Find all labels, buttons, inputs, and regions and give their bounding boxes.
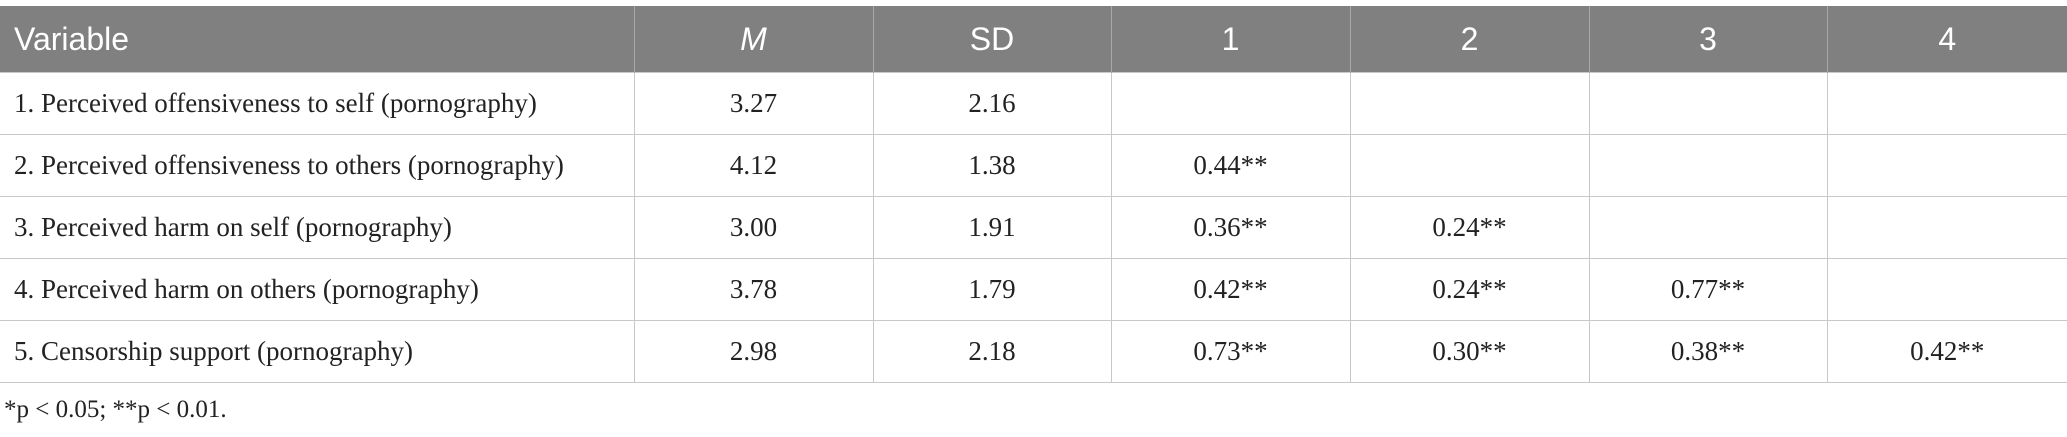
value-cell: 2.18 xyxy=(872,320,1112,383)
value-cell: 0.30** xyxy=(1349,320,1590,383)
variable-cell: 3. Perceived harm on self (pornography) xyxy=(0,196,635,259)
empty-cell xyxy=(1826,134,2067,197)
value-cell: 0.44** xyxy=(1110,134,1351,197)
value-cell: 0.73** xyxy=(1110,320,1351,383)
value-cell: 2.16 xyxy=(872,72,1112,135)
header-cell: 3 xyxy=(1589,6,1828,73)
table-body: 1. Perceived offensiveness to self (porn… xyxy=(0,72,2067,383)
value-cell: 0.38** xyxy=(1588,320,1828,383)
empty-cell xyxy=(1110,72,1351,135)
empty-cell xyxy=(1349,134,1590,197)
table-row: 1. Perceived offensiveness to self (porn… xyxy=(0,72,2067,135)
empty-cell xyxy=(1826,196,2067,259)
empty-cell xyxy=(1826,258,2067,321)
header-cell: M xyxy=(634,6,874,73)
header-cell: SD xyxy=(873,6,1112,73)
variable-cell: 2. Perceived offensiveness to others (po… xyxy=(0,134,635,197)
header-cell: Variable xyxy=(0,6,635,73)
variable-cell: 4. Perceived harm on others (pornography… xyxy=(0,258,635,321)
value-cell: 3.78 xyxy=(633,258,874,321)
table-row: 4. Perceived harm on others (pornography… xyxy=(0,258,2067,321)
table-row: 2. Perceived offensiveness to others (po… xyxy=(0,134,2067,197)
correlation-table: Variable M SD 1 2 3 4 1. Perceived offensivene… xyxy=(0,6,2067,383)
empty-cell xyxy=(1349,72,1590,135)
variable-cell: 1. Perceived offensiveness to self (porn… xyxy=(0,72,635,135)
value-cell: 1.91 xyxy=(872,196,1112,259)
header-cell: 4 xyxy=(1827,6,2067,73)
value-cell: 0.24** xyxy=(1349,196,1590,259)
value-cell: 3.27 xyxy=(633,72,874,135)
value-cell: 0.77** xyxy=(1588,258,1828,321)
header-row: Variable M SD 1 2 3 4 xyxy=(0,6,2067,73)
value-cell: 2.98 xyxy=(633,320,874,383)
value-cell: 1.79 xyxy=(872,258,1112,321)
header-cell: 2 xyxy=(1350,6,1590,73)
value-cell: 0.24** xyxy=(1349,258,1590,321)
empty-cell xyxy=(1588,72,1828,135)
value-cell: 0.42** xyxy=(1110,258,1351,321)
empty-cell xyxy=(1588,196,1828,259)
table-row: 3. Perceived harm on self (pornography) 3… xyxy=(0,196,2067,259)
empty-cell xyxy=(1826,72,2067,135)
value-cell: 1.38 xyxy=(872,134,1112,197)
header-cell: 1 xyxy=(1111,6,1351,73)
value-cell: 0.42** xyxy=(1826,320,2067,383)
value-cell: 4.12 xyxy=(633,134,874,197)
value-cell: 3.00 xyxy=(633,196,874,259)
empty-cell xyxy=(1588,134,1828,197)
table-row: 5. Censorship support (pornography) 2.98 2… xyxy=(0,320,2067,383)
value-cell: 0.36** xyxy=(1110,196,1351,259)
variable-cell: 5. Censorship support (pornography) xyxy=(0,320,635,383)
footnote: *p < 0.05; **p < 0.01. xyxy=(4,396,227,423)
